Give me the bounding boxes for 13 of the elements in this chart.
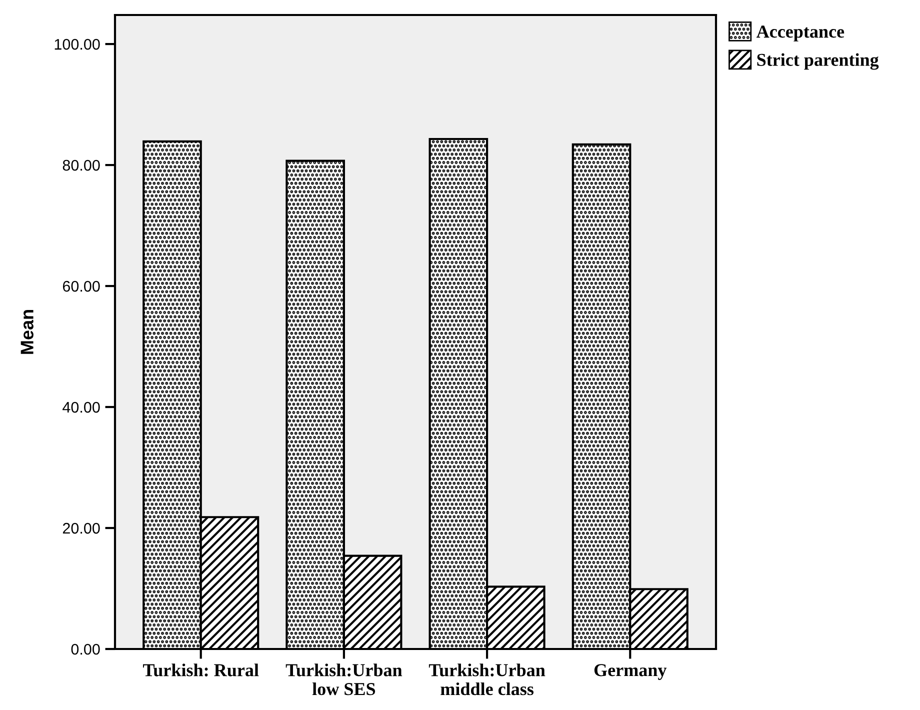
x-tick-label: Turkish:Urban low SES bbox=[286, 664, 402, 696]
y-tick-label: 0.00 bbox=[71, 644, 100, 655]
x-tick-label: Turkish:Urban middle class bbox=[428, 664, 546, 696]
x-tick-label: Turkish: Rural bbox=[143, 664, 259, 676]
legend-label: Acceptance bbox=[756, 26, 844, 42]
y-tick-label: 60.00 bbox=[62, 280, 100, 292]
legend-label: Strict parenting bbox=[757, 53, 879, 70]
y-axis-title: Mean bbox=[20, 310, 34, 354]
y-tick-label: 100.00 bbox=[54, 38, 100, 50]
x-tick-label: Germany bbox=[594, 664, 667, 680]
y-tick-label: 80.00 bbox=[62, 160, 100, 171]
y-tick-label: 40.00 bbox=[62, 402, 100, 413]
y-tick-label: 20.00 bbox=[62, 522, 100, 534]
